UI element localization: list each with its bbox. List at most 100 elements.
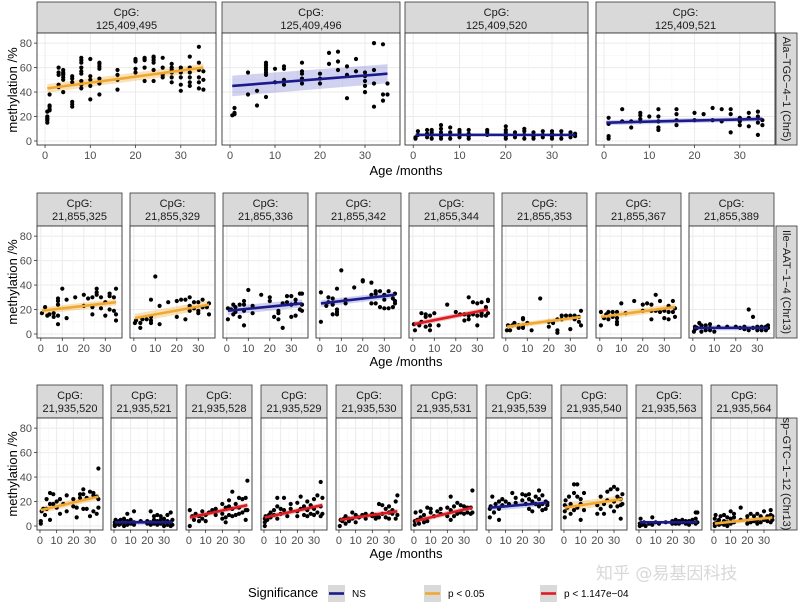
row-strip-background: [775, 417, 798, 531]
panel-background: [711, 418, 777, 530]
x-tick-label: 10: [51, 535, 63, 547]
data-point: [187, 54, 192, 59]
regression-line: [264, 503, 323, 519]
facet-panel: CpG:21,935,530 0 10 20 30: [335, 384, 403, 547]
data-point: [713, 512, 718, 518]
data-point: [385, 92, 390, 97]
data-point: [243, 495, 248, 500]
data-point: [643, 523, 648, 529]
data-point: [512, 320, 517, 326]
strip-header: [221, 1, 401, 34]
data-point: [79, 65, 84, 70]
data-point: [672, 314, 678, 319]
gridlines: [711, 418, 777, 530]
data-point: [70, 74, 75, 79]
data-point: [670, 309, 676, 315]
data-point: [288, 506, 293, 511]
data-point: [191, 300, 197, 305]
data-point: [429, 136, 434, 141]
data-point: [267, 295, 272, 300]
data-point: [513, 500, 518, 505]
data-point: [47, 490, 53, 496]
data-point: [362, 70, 368, 75]
data-point: [113, 286, 119, 291]
data-point: [526, 492, 532, 497]
data-point: [656, 107, 661, 112]
data-point: [326, 50, 332, 56]
data-point: [614, 316, 620, 321]
row-strip: Ile−AAT−1−4 (Chr13): [775, 225, 798, 339]
data-point: [187, 295, 192, 300]
data-point: [57, 511, 63, 516]
data-points: [225, 287, 305, 330]
data-point: [140, 317, 145, 322]
data-point: [445, 505, 450, 510]
data-point: [412, 522, 417, 527]
data-point: [738, 505, 743, 510]
data-point: [187, 523, 192, 529]
regression-line: [714, 516, 773, 525]
data-point: [581, 490, 587, 496]
strip-header: [110, 384, 178, 419]
facet-panel: CpG:21,855,353 0 10 20 30: [501, 192, 588, 355]
data-point: [318, 290, 323, 295]
regression-line: [41, 300, 117, 313]
panel-border: [635, 417, 703, 531]
data-point: [490, 494, 495, 499]
strip-label-prefix: CpG:: [281, 390, 307, 402]
data-point: [187, 75, 192, 80]
data-point: [88, 77, 93, 82]
panel-border: [560, 417, 628, 531]
strip-label-prefix: CpG:: [731, 390, 757, 402]
data-point: [562, 515, 567, 520]
x-tick-label: 10: [708, 343, 720, 355]
data-point: [448, 125, 453, 130]
data-point: [88, 97, 93, 102]
facet-panel: CpG:21,855,389 0 10 20 30: [688, 192, 775, 355]
data-point: [748, 520, 753, 525]
data-point: [113, 517, 118, 523]
data-point: [712, 516, 717, 521]
data-point: [645, 301, 650, 306]
facet-panel: CpG:125,409,496 0 10 20 30: [221, 1, 401, 162]
facet-panel: CpG:21,935,564 0 10 20 30: [710, 384, 778, 547]
data-point: [281, 82, 287, 87]
watermark: 知乎 @易基因科技: [596, 564, 737, 584]
data-point: [423, 312, 428, 317]
data-point: [142, 65, 147, 70]
data-point: [755, 521, 760, 526]
data-point: [142, 78, 147, 84]
strip-label-prefix: CpG:: [356, 390, 382, 402]
strip-label-cpg: 125,409,520: [466, 20, 527, 32]
data-point: [737, 123, 742, 128]
data-point: [423, 324, 428, 329]
data-point: [657, 298, 663, 304]
data-point: [94, 511, 99, 516]
data-point: [125, 522, 130, 527]
data-point: [133, 56, 138, 62]
data-point: [165, 522, 170, 527]
x-tick-label: 30: [608, 535, 620, 547]
data-point: [598, 309, 604, 315]
gridlines: [222, 33, 400, 145]
strip-label-prefix: CpG:: [673, 7, 699, 19]
data-point: [496, 499, 502, 504]
data-point: [568, 327, 573, 332]
x-axis: 0 10 20 30: [38, 338, 111, 355]
data-point: [510, 490, 515, 496]
data-point: [575, 482, 580, 487]
data-point: [451, 514, 457, 519]
data-point: [115, 72, 120, 77]
data-point: [578, 308, 584, 313]
data-point: [725, 515, 730, 520]
x-tick-label: 10: [242, 343, 254, 355]
facet-panel: CpG:21,935,563 0 10 20 30: [635, 384, 703, 547]
regression-line: [339, 510, 398, 522]
data-point: [496, 517, 502, 523]
data-point: [330, 312, 335, 317]
data-point: [751, 514, 757, 519]
x-axis: 0 10 20 30: [336, 530, 395, 547]
y-axis-title-row-1: methylation /%: [5, 47, 20, 133]
regression-line: [40, 495, 99, 512]
